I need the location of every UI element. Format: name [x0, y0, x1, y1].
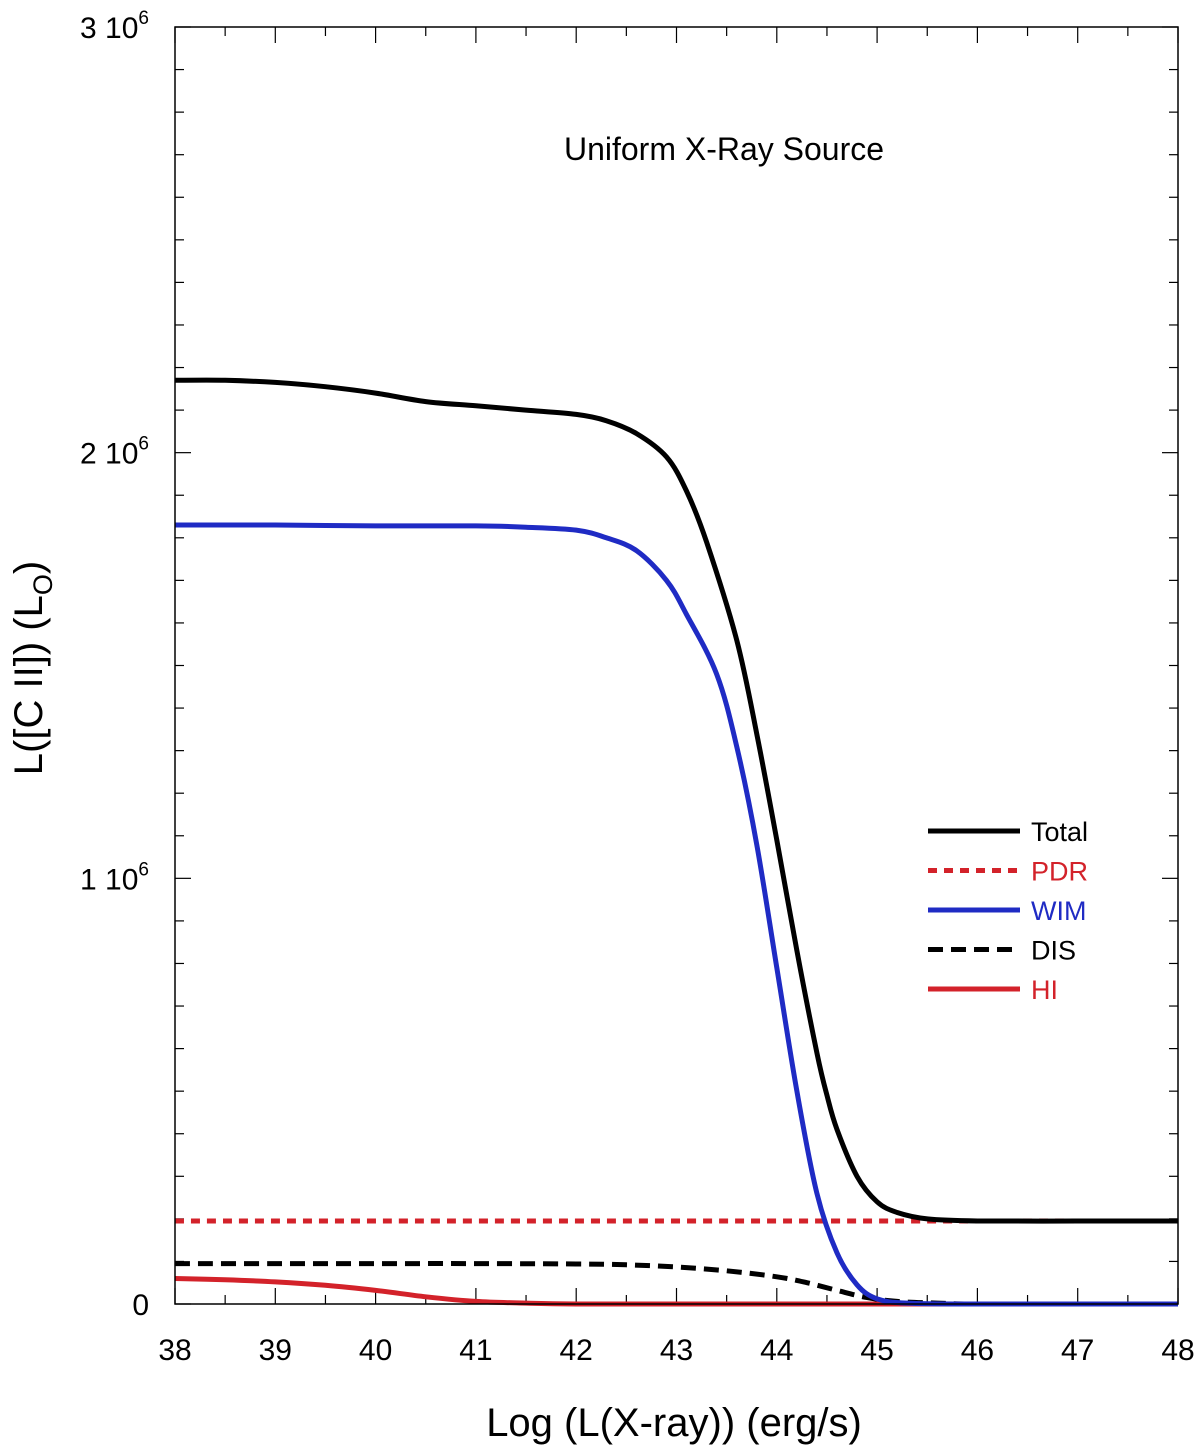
x-tick-label: 40: [359, 1334, 392, 1367]
y-axis-title-subscript: O: [28, 574, 58, 595]
legend-label-pdr: PDR: [1031, 857, 1088, 887]
y-tick-mantissa: 1 10: [80, 863, 138, 896]
y-axis-title-prefix: L([C II]) (L: [7, 595, 51, 775]
y-tick-label: 3 106: [80, 8, 149, 45]
y-tick-mantissa: 3 10: [80, 12, 138, 45]
x-tick-label: 47: [1061, 1334, 1094, 1367]
x-tick-label: 38: [158, 1334, 191, 1367]
x-tick-label: 41: [459, 1334, 492, 1367]
x-tick-label: 46: [961, 1334, 994, 1367]
series-line-wim: [174, 522, 1178, 1307]
y-tick-exponent: 6: [138, 434, 149, 455]
y-tick-mantissa: 2 10: [80, 438, 138, 471]
y-tick-mantissa: 0: [132, 1289, 149, 1322]
x-axis-title: Log (L(X-ray)) (erg/s): [486, 1401, 862, 1445]
y-tick-label: 0: [132, 1289, 149, 1322]
legend-label-total: Total: [1031, 817, 1088, 847]
y-tick-exponent: 6: [138, 859, 149, 880]
y-axis-title-suffix: ): [7, 561, 51, 574]
x-tick-label: 39: [259, 1334, 292, 1367]
series-line-total: [174, 377, 1178, 1224]
x-tick-label: 48: [1161, 1334, 1194, 1367]
plot-frame: [174, 26, 1179, 1305]
legend-label-wim: WIM: [1031, 896, 1086, 926]
legend-label-hi: HI: [1031, 975, 1058, 1005]
y-tick-label: 2 106: [80, 434, 149, 471]
x-tick-label: 42: [560, 1334, 593, 1367]
x-tick-label: 45: [860, 1334, 893, 1367]
legend: Total PDR WIM DIS HI: [928, 817, 1088, 1005]
y-tick-label: 1 106: [80, 859, 149, 896]
y-tick-exponent: 6: [138, 8, 149, 29]
legend-label-dis: DIS: [1031, 936, 1076, 966]
x-tick-label: 43: [660, 1334, 693, 1367]
x-tick-label: 44: [760, 1334, 793, 1367]
chart-annotation: Uniform X-Ray Source: [564, 131, 884, 167]
y-axis-title: L([C II]) (LO): [7, 561, 58, 775]
